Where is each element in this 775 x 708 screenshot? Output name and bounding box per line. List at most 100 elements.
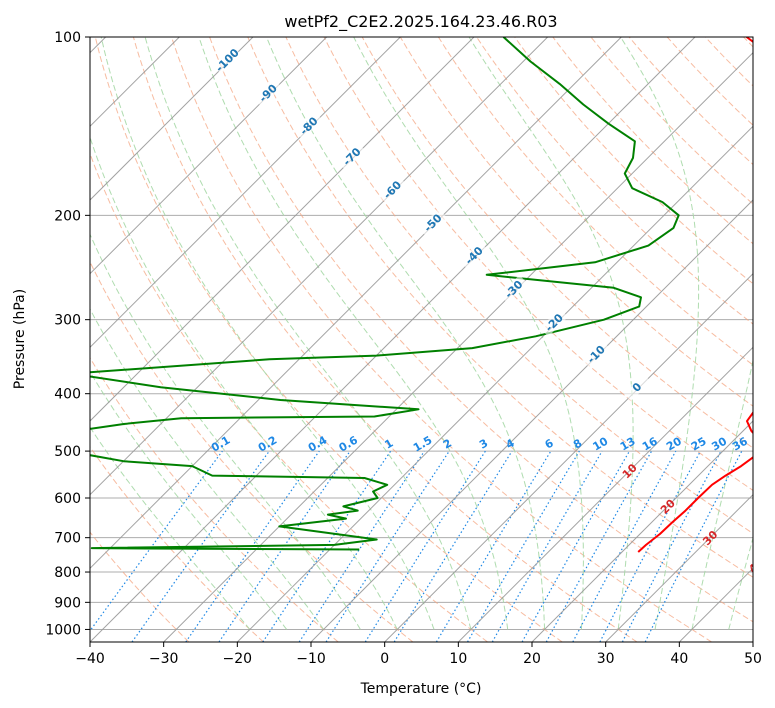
isotherm-line [90,37,401,349]
dry-adiabat [171,37,712,642]
isotherm-line [90,37,328,275]
label-background [418,208,447,237]
label-background [499,275,528,304]
dry-adiabat [666,37,753,126]
isotherm-line [90,37,549,496]
moist-adiabat [728,536,753,630]
dry-adiabat [285,37,753,535]
mixing-ratio-line [435,450,552,642]
label-background [253,78,283,108]
isotherm-line [531,420,753,642]
y-tick-label: 300 [54,313,81,329]
mixing-ratio-line [90,450,223,632]
isotherm-label: -40 [459,241,488,270]
dry-adiabat [90,260,414,642]
dry-adiabat [323,37,753,491]
isotherm-line [384,272,753,642]
isotherm-label-text: -100 [213,46,242,75]
isotherms [90,37,753,642]
label-background [622,372,651,402]
mixing-ratio-label: 4 [504,436,517,451]
dry-adiabat [437,37,753,366]
x-tick-label: 30 [597,651,615,667]
isotherm-label: -20 [539,308,569,337]
isotherm-line [90,37,475,422]
y-tick-label: 200 [54,208,81,224]
moist-adiabat [266,37,546,630]
isotherm-line [310,199,753,642]
dry-adiabat [704,37,753,87]
label-background [212,45,242,75]
label-background [337,142,366,171]
mixing-ratio-label: 3 [477,437,490,452]
mixing-ratio-line [572,450,677,642]
y-tick-label: 1000 [45,622,81,638]
plot-frame [89,36,754,643]
moist-adiabat [90,370,288,630]
mixing-ratio-line [325,450,450,642]
isotherm-line [236,125,753,642]
y-tick-label: 400 [54,387,81,403]
isotherm-label: -50 [418,208,447,237]
isotherm-line [457,346,753,642]
label-background [581,340,611,369]
pressure-grid [90,37,753,630]
moist-adiabat [468,37,634,630]
x-tick-label: −10 [296,651,326,667]
dewpoint-line [90,37,680,551]
temperature-line [637,37,753,553]
y-tick-label: 600 [54,491,81,507]
moist-adiabat [90,426,251,630]
dry-adiabats [90,37,753,642]
isotherm-line [90,37,254,201]
isotherm-line [163,51,753,642]
mixing-ratio-label: 6 [543,436,556,451]
y-tick-label: 700 [54,531,81,547]
dry-adiabat [90,152,488,642]
mixing-ratio-line [599,450,702,642]
dry-adiabat [743,37,753,48]
moist-adiabat [198,37,509,630]
isotherm-line [752,641,753,642]
dry-adiabat [132,37,638,642]
isotherm-label: -70 [337,142,366,171]
isotherm-line [90,37,622,570]
mixing-ratio-label-text: 3 [477,437,490,452]
dry-adiabat [247,37,753,578]
y-axis-title: Pressure (hPa) [12,289,28,389]
mixing-ratio-line [466,450,580,642]
y-tick-label: 900 [54,595,81,611]
mixing-ratio-line [521,450,631,642]
moist-adiabat [90,233,361,630]
x-axis: −40 −30 −20 −10 0 10 20 30 40 50 [75,642,762,667]
moist-adiabat [90,308,324,630]
isotherm-line [605,493,753,642]
x-axis-title: Temperature (°C) [360,681,482,697]
sounding-series [90,37,753,553]
dry-adiabat [90,356,339,642]
dry-adiabat [94,37,563,642]
x-tick-label: 10 [449,651,467,667]
red-line-label-text: 40 [746,556,766,576]
mixing-ratio-line [545,450,653,642]
dry-adiabat [209,37,753,623]
plot-area: -100-90-80-70-60-50-40-30-20-10010203040… [90,37,766,642]
y-tick-label: 100 [54,30,81,46]
mixing-ratio-label-text: 6 [543,436,556,451]
label-background [294,111,323,140]
y-axis: 100 200 300 400 500 600 700 800 900 1000 [45,30,90,638]
mixing-ratio-label-text: 4 [504,436,517,451]
x-tick-label: 0 [380,651,389,667]
mixing-ratio-line [491,450,603,642]
isotherm-line [678,567,753,642]
dry-adiabat [90,531,190,642]
x-tick-label: 50 [744,651,762,667]
chart-title: wetPf2_C2E2.2025.164.23.46.R03 [284,12,557,32]
mixing-ratio-line [393,450,513,642]
x-tick-label: −20 [223,651,253,667]
mixing-ratio-label-text: 2 [441,437,454,452]
label-background [459,241,488,270]
red-line-label: 40 [746,556,766,576]
dry-adiabat [590,37,753,205]
